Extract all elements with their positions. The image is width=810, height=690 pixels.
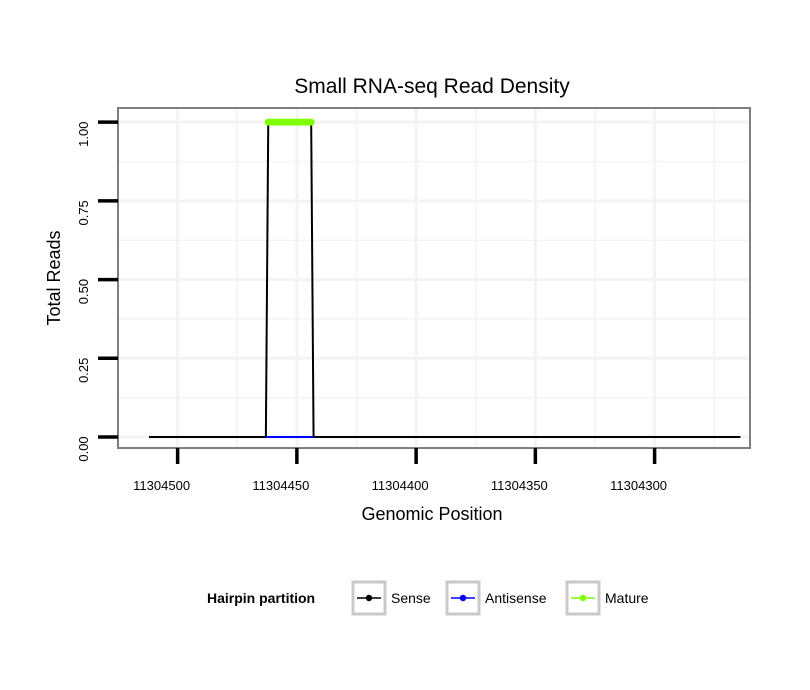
x-tick-label: 11304300 bbox=[610, 478, 667, 493]
y-axis: 0.00 0.25 0.50 0.75 1.00 bbox=[76, 120, 118, 462]
series-mature-point bbox=[307, 118, 315, 126]
y-axis-title: Total Reads bbox=[44, 230, 64, 325]
series-layer bbox=[149, 118, 741, 438]
legend-label: Sense bbox=[391, 590, 431, 606]
x-tick-label: 11304450 bbox=[252, 478, 309, 493]
legend-key-point bbox=[459, 594, 467, 602]
legend-label: Antisense bbox=[485, 590, 547, 606]
y-tick-label: 1.00 bbox=[76, 122, 91, 147]
x-axis: 11304500 11304450 11304400 11304350 11304300 bbox=[133, 448, 667, 493]
x-tick-label: 11304350 bbox=[491, 478, 548, 493]
legend-item-mature: Mature bbox=[565, 580, 649, 616]
legend: Hairpin partition Sense Antisense Mature bbox=[207, 580, 649, 616]
chart-title: Small RNA-seq Read Density bbox=[294, 75, 570, 98]
plot-panel bbox=[118, 108, 750, 448]
legend-item-antisense: Antisense bbox=[445, 580, 547, 616]
legend-title: Hairpin partition bbox=[207, 590, 315, 606]
y-tick-label: 0.00 bbox=[76, 436, 91, 461]
y-tick-label: 0.25 bbox=[76, 358, 91, 383]
legend-key-point bbox=[365, 594, 373, 602]
x-axis-title: Genomic Position bbox=[361, 504, 502, 524]
plot-background bbox=[118, 108, 750, 448]
legend-item-sense: Sense bbox=[351, 580, 431, 616]
legend-key-point bbox=[579, 594, 587, 602]
x-tick-label: 11304500 bbox=[133, 478, 190, 493]
y-tick-label: 0.75 bbox=[76, 200, 91, 225]
x-tick-label: 11304400 bbox=[372, 478, 429, 493]
legend-label: Mature bbox=[605, 590, 649, 606]
y-tick-label: 0.50 bbox=[76, 279, 91, 304]
